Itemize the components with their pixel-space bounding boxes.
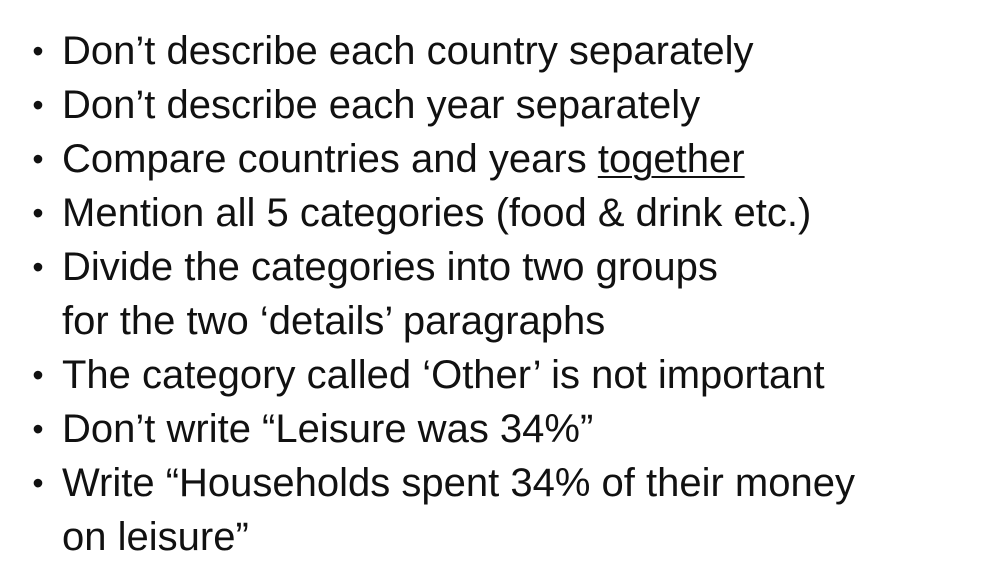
list-item-text: Compare countries and years <box>62 137 598 181</box>
list-item-text-line-2: for the two ‘details’ paragraphs <box>62 299 606 343</box>
bullet-icon: • <box>32 465 44 501</box>
bullet-icon: • <box>32 87 44 123</box>
list-item: • Don’t describe each country separately <box>22 24 855 78</box>
list-item: • The category called ‘Other’ is not imp… <box>22 348 855 402</box>
list-item-text: Don’t describe each year separately <box>62 83 701 127</box>
list-item-text: Mention all 5 categories (food & drink e… <box>62 191 812 235</box>
list-item: • Mention all 5 categories (food & drink… <box>22 186 855 240</box>
list-item-text-line-2: on leisure” <box>62 515 249 559</box>
list-item: • Divide the categories into two groups … <box>22 240 855 348</box>
bullet-icon: • <box>32 357 44 393</box>
list-item-text-line-1: Write “Households spent 34% of their mon… <box>62 461 855 505</box>
list-item-text: Don’t describe each country separately <box>62 29 754 73</box>
list-item-text: Don’t write “Leisure was 34%” <box>62 407 594 451</box>
bullet-icon: • <box>32 195 44 231</box>
list-item: • Compare countries and years together <box>22 132 855 186</box>
list-item: • Write “Households spent 34% of their m… <box>22 456 855 564</box>
bullet-icon: • <box>32 141 44 177</box>
bullet-icon: • <box>32 33 44 69</box>
bullet-icon: • <box>32 411 44 447</box>
list-item: • Don’t describe each year separately <box>22 78 855 132</box>
bullet-icon: • <box>32 249 44 285</box>
list-item-text: The category called ‘Other’ is not impor… <box>62 353 825 397</box>
bullet-list: • Don’t describe each country separately… <box>22 24 855 564</box>
list-item-text-line-1: Divide the categories into two groups <box>62 245 718 289</box>
list-item: • Don’t write “Leisure was 34%” <box>22 402 855 456</box>
underlined-word: together <box>597 137 745 181</box>
